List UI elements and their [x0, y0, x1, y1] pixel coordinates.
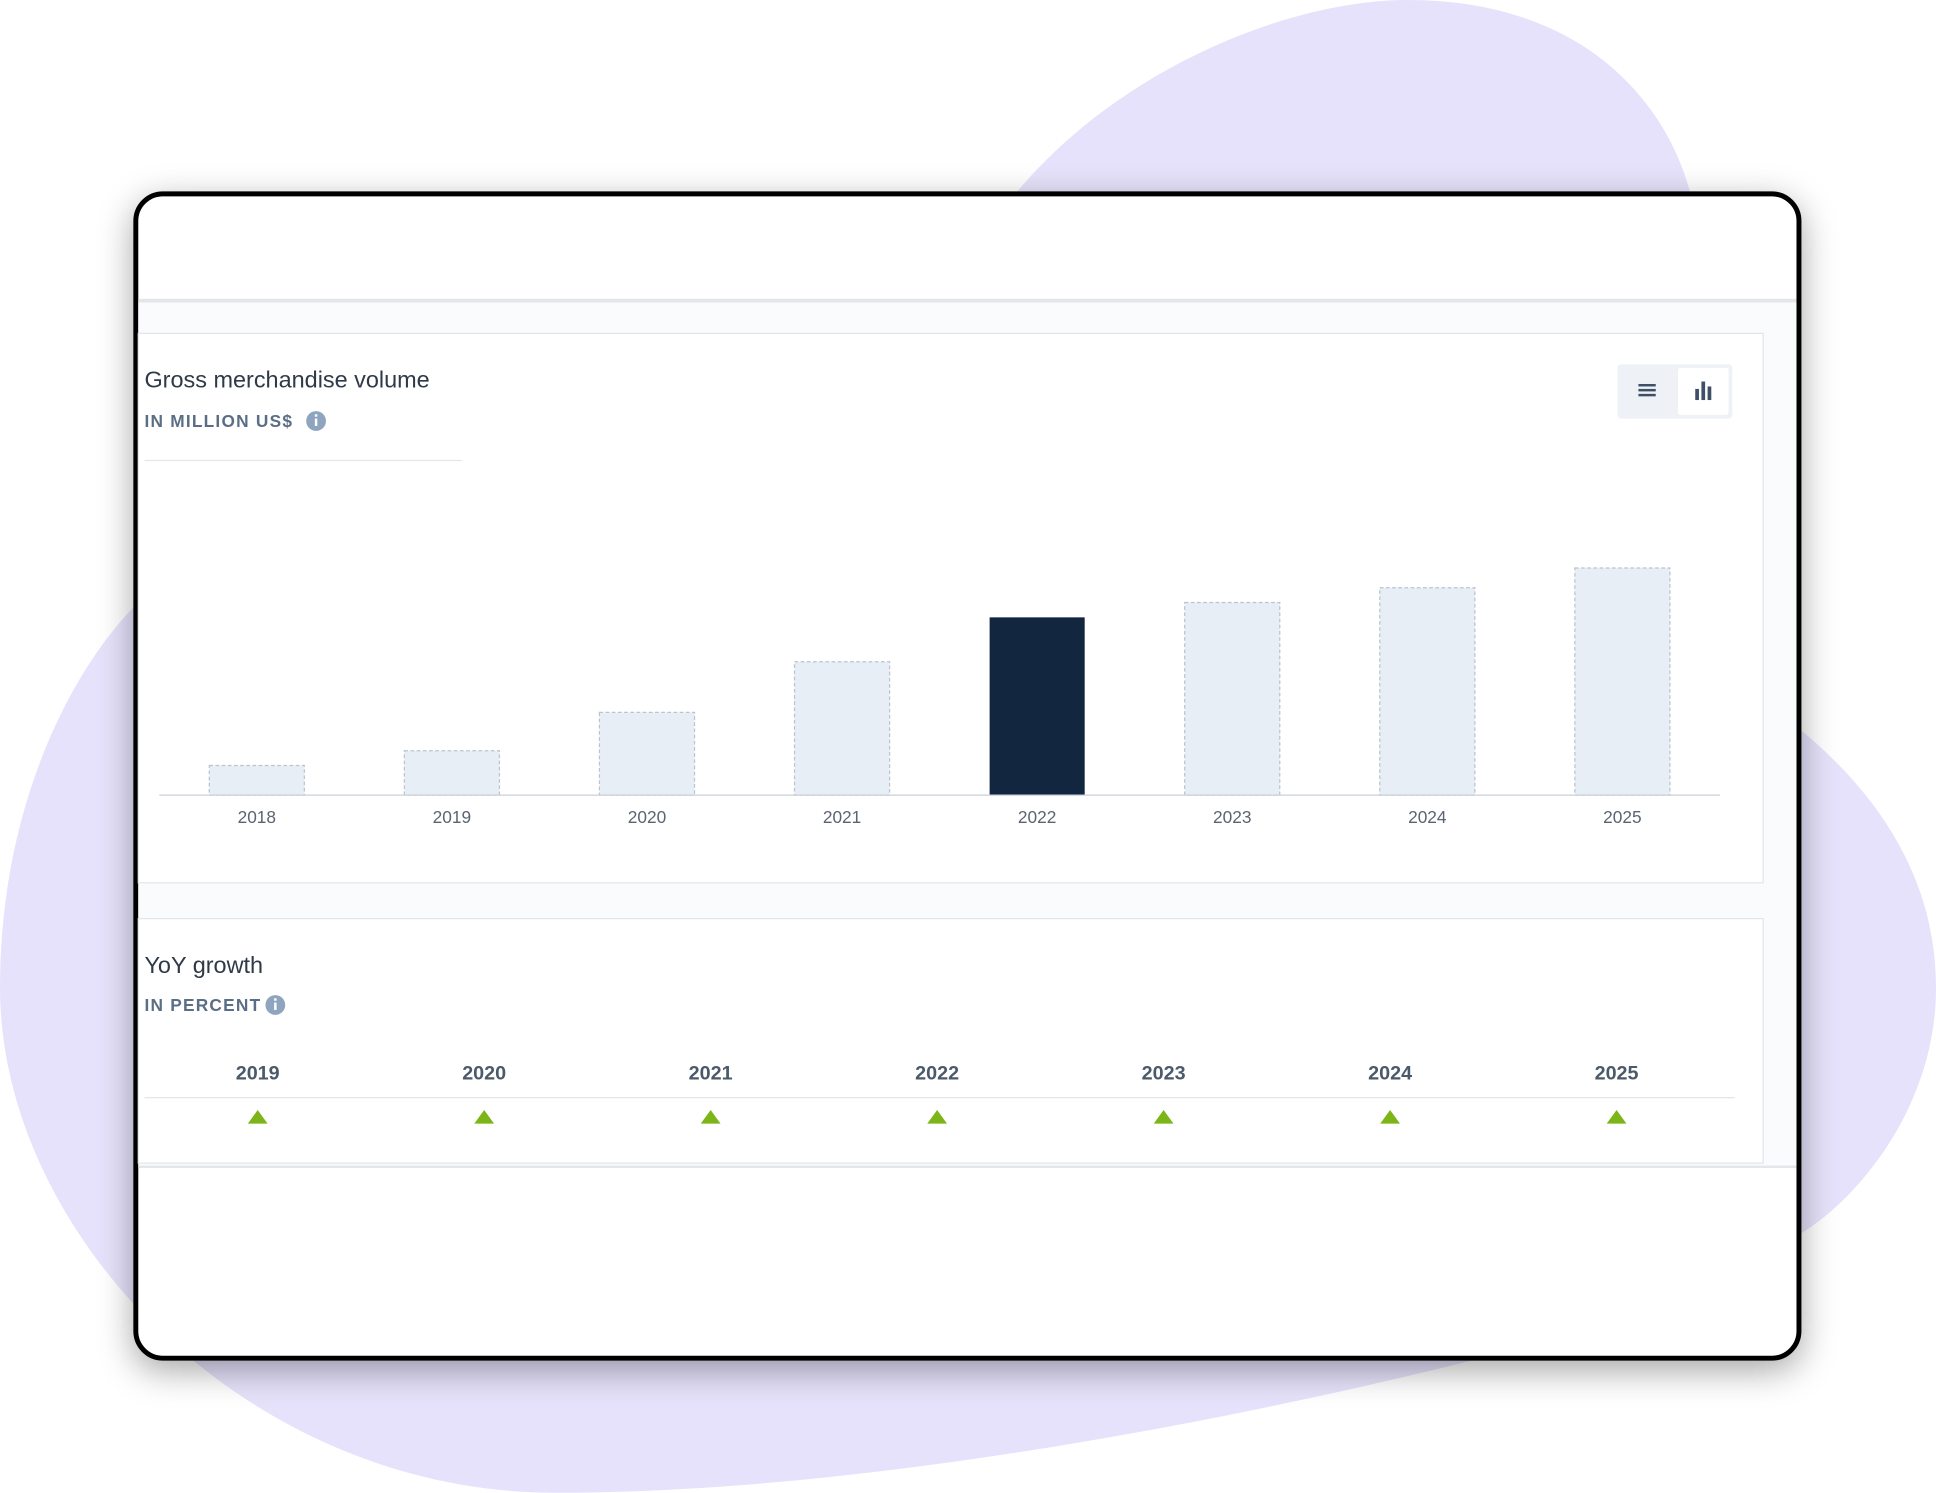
growth-up-arrow: [1380, 1109, 1400, 1124]
bar: [1379, 587, 1476, 796]
chart-title: Gross merchandise volume: [144, 367, 429, 393]
growth-up-arrow: [474, 1109, 495, 1124]
bar: [403, 750, 501, 796]
header-divider: [138, 298, 1797, 303]
bar: [1184, 601, 1281, 796]
bar: [989, 617, 1085, 796]
card: [137, 332, 1764, 884]
chart-title: YoY growth: [144, 952, 263, 978]
x-tick-label: 2025: [1603, 807, 1641, 827]
x-tick-label: 2022: [1018, 807, 1056, 827]
x-tick-label: 2024: [1408, 807, 1447, 827]
x-tick-label: 2021: [823, 807, 861, 827]
bar: [793, 661, 891, 796]
growth-up-arrow: [1153, 1109, 1174, 1124]
growth-up-arrow: [700, 1109, 721, 1124]
table-view-button[interactable]: [1621, 367, 1674, 415]
chart-view-button[interactable]: [1677, 367, 1729, 415]
column-label: 2023: [1142, 1062, 1186, 1084]
growth-up-arrow: [927, 1109, 948, 1124]
info-icon[interactable]: [265, 995, 286, 1015]
x-tick-label: 2020: [628, 807, 666, 827]
bar: [208, 764, 305, 796]
column-label: 2024: [1368, 1062, 1412, 1084]
column-label: 2020: [462, 1062, 506, 1084]
chart-subtitle: IN PERCENT: [144, 995, 261, 1015]
footer-divider: [138, 1165, 1797, 1169]
column-label: 2022: [915, 1062, 959, 1084]
bar: [598, 711, 696, 796]
column-label: 2021: [689, 1062, 733, 1084]
x-tick-label: 2023: [1213, 807, 1251, 827]
growth-up-arrow: [247, 1109, 268, 1124]
x-tick-label: 2018: [238, 807, 276, 827]
info-icon[interactable]: [306, 411, 326, 431]
column-label: 2019: [236, 1062, 280, 1084]
bar: [1574, 567, 1671, 796]
chart-subtitle: IN MILLION US$: [144, 411, 293, 431]
card: [137, 917, 1764, 1164]
column-label: 2025: [1595, 1062, 1639, 1084]
growth-up-arrow: [1606, 1109, 1627, 1124]
x-tick-label: 2019: [433, 807, 471, 827]
